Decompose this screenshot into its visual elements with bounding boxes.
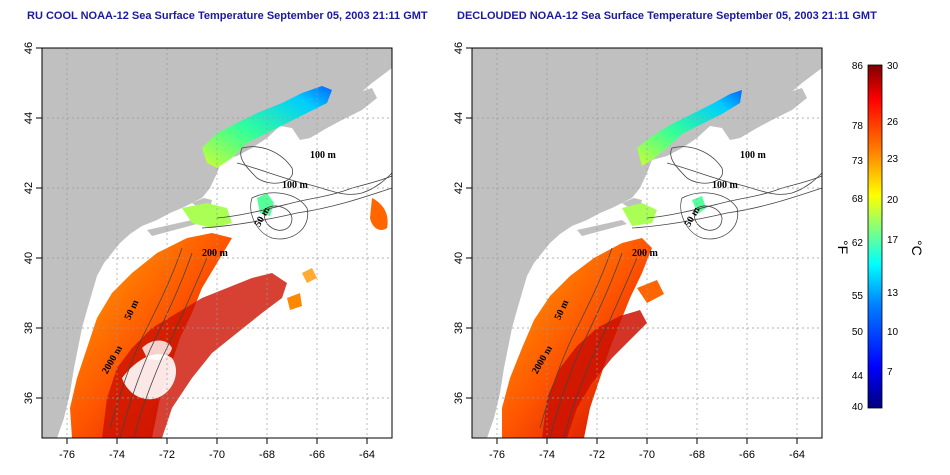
contour-label-200m: 200 m <box>632 248 659 259</box>
f-tick: 40 <box>852 402 864 413</box>
lon-tick: -66 <box>739 449 755 461</box>
f-tick: 86 <box>852 61 864 72</box>
c-tick: 7 <box>887 367 893 378</box>
c-tick: 17 <box>887 235 899 246</box>
contour-label-100m-a: 100 m <box>310 150 337 161</box>
lon-tick: -70 <box>639 449 655 461</box>
celsius-scale: 30 26 23 20 17 13 10 7 <box>887 61 899 378</box>
right-sst-data <box>502 90 742 438</box>
contour-label-100m-b: 100 m <box>712 180 739 191</box>
lon-tick: -74 <box>109 449 125 461</box>
lon-tick: -72 <box>159 449 175 461</box>
lon-tick: -72 <box>589 449 605 461</box>
lat-tick: 38 <box>453 322 465 334</box>
lon-tick: -76 <box>59 449 75 461</box>
left-grid <box>42 48 392 438</box>
f-tick: 78 <box>852 121 864 132</box>
contour-label-100m-a: 100 m <box>740 150 767 161</box>
colorbar-ramp <box>867 64 883 409</box>
lon-tick: -70 <box>209 449 225 461</box>
c-tick: 30 <box>887 61 899 72</box>
left-map-panel: 100 m 100 m 50 m 200 m 50 m 2000 m <box>23 42 393 461</box>
left-lat-ticks: 36 38 40 42 44 46 <box>23 42 35 404</box>
lat-tick: 38 <box>23 322 35 334</box>
lon-tick: -68 <box>689 449 705 461</box>
f-tick: 55 <box>852 291 864 302</box>
f-tick: 50 <box>852 327 864 338</box>
right-grid <box>472 48 822 438</box>
lat-tick: 42 <box>453 182 465 194</box>
f-tick: 68 <box>852 194 864 205</box>
lat-tick: 44 <box>23 112 35 124</box>
left-lon-ticks: -76 -74 -72 -70 -68 -66 -64 <box>59 449 375 461</box>
lat-tick: 40 <box>23 252 35 264</box>
f-tick: 44 <box>852 371 864 382</box>
c-tick: 10 <box>887 327 899 338</box>
lat-tick: 46 <box>23 42 35 54</box>
c-tick: 13 <box>887 288 899 299</box>
f-tick: 62 <box>852 238 864 249</box>
lon-tick: -66 <box>309 449 325 461</box>
lat-tick: 40 <box>453 252 465 264</box>
f-tick: 73 <box>852 156 864 167</box>
colorbar: 86 78 73 68 62 55 50 44 40 30 26 23 20 1… <box>835 61 925 413</box>
fahrenheit-unit-label: °F <box>835 240 851 254</box>
right-map-panel: 100 m 100 m 50 m 200 m 50 m 2000 m <box>453 42 823 461</box>
lon-tick: -64 <box>789 449 805 461</box>
left-sst-data <box>70 86 388 438</box>
c-tick: 20 <box>887 195 899 206</box>
c-tick: 23 <box>887 154 899 165</box>
lon-tick: -76 <box>489 449 505 461</box>
lon-tick: -68 <box>259 449 275 461</box>
fahrenheit-scale: 86 78 73 68 62 55 50 44 40 <box>852 61 864 413</box>
lat-tick: 36 <box>453 392 465 404</box>
right-lat-ticks: 36 38 40 42 44 46 <box>453 42 465 404</box>
lat-tick: 44 <box>453 112 465 124</box>
left-map-title: RU COOL NOAA-12 Sea Surface Temperature … <box>27 10 428 22</box>
right-map-title: DECLOUDED NOAA-12 Sea Surface Temperatur… <box>457 10 877 22</box>
right-lon-ticks: -76 -74 -72 -70 -68 -66 -64 <box>489 449 805 461</box>
lat-tick: 36 <box>23 392 35 404</box>
lat-tick: 46 <box>453 42 465 54</box>
lat-tick: 42 <box>23 182 35 194</box>
c-tick: 26 <box>887 117 899 128</box>
lon-tick: -74 <box>539 449 555 461</box>
lon-tick: -64 <box>359 449 375 461</box>
contour-label-100m-b: 100 m <box>282 180 309 191</box>
celsius-unit-label: °C <box>909 240 925 256</box>
contour-label-200m: 200 m <box>202 248 229 259</box>
